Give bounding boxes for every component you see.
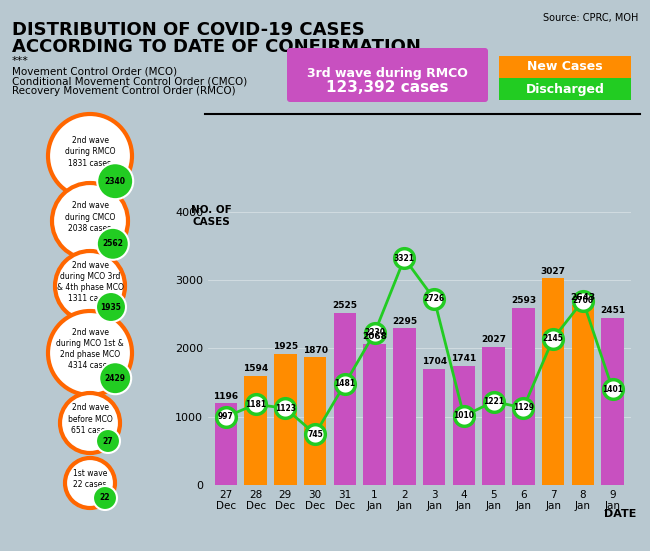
Text: 1196: 1196 xyxy=(213,392,239,401)
Point xyxy=(488,397,499,406)
Text: 2145: 2145 xyxy=(543,334,564,343)
Text: 2027: 2027 xyxy=(481,335,506,344)
Point xyxy=(548,334,558,343)
Bar xyxy=(363,344,386,485)
Circle shape xyxy=(48,311,132,395)
Text: 2451: 2451 xyxy=(600,306,625,315)
Point xyxy=(429,294,439,303)
Text: 1935: 1935 xyxy=(101,302,122,311)
Text: 3rd wave during RMCO: 3rd wave during RMCO xyxy=(307,67,467,79)
Text: Conditional Movement Control Order (CMCO): Conditional Movement Control Order (CMCO… xyxy=(12,76,247,86)
Text: 123,392 cases: 123,392 cases xyxy=(326,80,448,95)
Bar xyxy=(452,366,475,485)
Circle shape xyxy=(98,163,133,199)
Circle shape xyxy=(99,362,131,394)
Point xyxy=(250,400,261,409)
Bar xyxy=(423,369,445,485)
Point xyxy=(310,430,320,439)
Bar xyxy=(512,308,534,485)
Point xyxy=(459,412,469,420)
Circle shape xyxy=(48,114,132,198)
Bar xyxy=(572,305,594,485)
Text: Recovery Movement Control Order (RMCO): Recovery Movement Control Order (RMCO) xyxy=(12,86,235,96)
Circle shape xyxy=(65,458,115,508)
Text: 997: 997 xyxy=(218,412,234,422)
Point xyxy=(578,296,588,305)
Text: Movement Control Order (MCO): Movement Control Order (MCO) xyxy=(12,66,177,76)
Point xyxy=(608,385,618,394)
Bar xyxy=(601,318,624,485)
Text: 3027: 3027 xyxy=(541,267,566,276)
Text: 2nd wave
during RMCO
1831 cases: 2nd wave during RMCO 1831 cases xyxy=(65,137,115,168)
Text: 2nd wave
during MCO 3rd
& 4th phase MCO
1311 cases: 2nd wave during MCO 3rd & 4th phase MCO … xyxy=(57,261,124,303)
Bar xyxy=(244,376,266,485)
Text: 2593: 2593 xyxy=(511,296,536,305)
Text: 1870: 1870 xyxy=(303,345,328,355)
Bar xyxy=(214,403,237,485)
Text: 2nd wave
before MCO
651 cases: 2nd wave before MCO 651 cases xyxy=(68,403,112,435)
Point xyxy=(280,404,291,413)
Text: ACCORDING TO DATE OF CONFIRMATION: ACCORDING TO DATE OF CONFIRMATION xyxy=(12,38,421,56)
Point xyxy=(220,413,231,422)
FancyBboxPatch shape xyxy=(499,56,631,78)
Circle shape xyxy=(93,486,117,510)
FancyBboxPatch shape xyxy=(287,48,488,102)
Text: 22: 22 xyxy=(99,494,111,503)
Text: New Cases: New Cases xyxy=(527,61,603,73)
Text: 1481: 1481 xyxy=(334,379,356,388)
Circle shape xyxy=(52,183,128,259)
Text: Discharged: Discharged xyxy=(526,83,604,95)
Text: 1594: 1594 xyxy=(243,364,268,374)
Text: 1704: 1704 xyxy=(422,357,447,366)
Text: 2700: 2700 xyxy=(573,296,593,305)
Bar xyxy=(304,357,326,485)
Bar xyxy=(482,347,505,485)
Text: 2nd wave
during MCO 1st &
2nd phase MCO
4314 cases: 2nd wave during MCO 1st & 2nd phase MCO … xyxy=(56,328,124,370)
Text: 1010: 1010 xyxy=(454,412,474,420)
Text: Source: CPRC, MOH: Source: CPRC, MOH xyxy=(543,13,638,23)
Text: 27: 27 xyxy=(103,436,113,446)
Circle shape xyxy=(60,393,120,453)
Text: 2340: 2340 xyxy=(105,177,125,186)
Bar xyxy=(333,312,356,485)
Text: 1741: 1741 xyxy=(451,354,476,363)
Point xyxy=(369,328,380,337)
Text: 2562: 2562 xyxy=(102,239,124,249)
Circle shape xyxy=(96,429,120,453)
Text: DATE: DATE xyxy=(604,509,636,518)
Bar xyxy=(393,328,415,485)
Text: 2068: 2068 xyxy=(362,332,387,341)
Text: 1925: 1925 xyxy=(273,342,298,351)
Text: 2429: 2429 xyxy=(105,374,125,383)
Text: 2295: 2295 xyxy=(392,317,417,326)
Text: 2726: 2726 xyxy=(424,294,445,304)
Point xyxy=(340,380,350,388)
FancyBboxPatch shape xyxy=(499,78,631,100)
Text: 1129: 1129 xyxy=(513,403,534,412)
Text: 2643: 2643 xyxy=(570,293,595,302)
Text: 1221: 1221 xyxy=(483,397,504,406)
Point xyxy=(399,254,410,263)
Text: 745: 745 xyxy=(307,430,323,439)
Bar xyxy=(542,278,564,485)
Circle shape xyxy=(96,292,126,322)
Text: 3321: 3321 xyxy=(394,254,415,263)
Text: 2230: 2230 xyxy=(364,328,385,337)
Text: NO. OF
CASES: NO. OF CASES xyxy=(190,205,231,227)
Point xyxy=(518,403,528,412)
Text: 1st wave
22 cases: 1st wave 22 cases xyxy=(73,469,107,489)
Text: 2525: 2525 xyxy=(332,301,358,310)
Text: 2nd wave
during CMCO
2038 cases: 2nd wave during CMCO 2038 cases xyxy=(65,202,115,233)
Circle shape xyxy=(97,228,129,260)
Circle shape xyxy=(55,251,125,321)
Bar xyxy=(274,354,296,485)
Text: 1123: 1123 xyxy=(275,404,296,413)
Text: 1401: 1401 xyxy=(602,385,623,394)
Text: 1181: 1181 xyxy=(245,400,266,409)
Text: DISTRIBUTION OF COVID-19 CASES: DISTRIBUTION OF COVID-19 CASES xyxy=(12,21,365,39)
Text: ***: *** xyxy=(12,56,29,66)
